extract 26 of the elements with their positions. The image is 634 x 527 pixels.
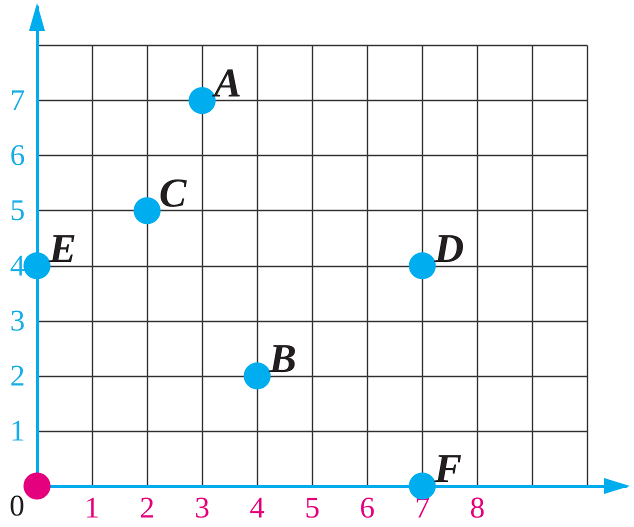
annotation: B xyxy=(268,334,297,381)
point xyxy=(134,197,161,224)
y-tick-label: 2 xyxy=(10,359,25,392)
y-tick-label: 7 xyxy=(10,84,25,118)
annotation: D xyxy=(433,224,464,271)
y-tick-label: 6 xyxy=(10,139,25,172)
annotation: E xyxy=(48,224,76,271)
y-tick-label: 5 xyxy=(10,194,25,228)
x-tick-label: 3 xyxy=(194,492,210,524)
annotation: A xyxy=(211,60,242,106)
point xyxy=(24,252,50,280)
point xyxy=(24,472,50,500)
x-tick-label: 6 xyxy=(360,492,375,524)
point xyxy=(408,472,436,500)
x-tick-label: 1 xyxy=(84,492,100,524)
x-tick-label: 8 xyxy=(470,492,485,524)
x-tick-label: 4 xyxy=(250,492,265,524)
annotation: C xyxy=(159,170,188,216)
y-tick-label: 1 xyxy=(10,414,25,448)
annotation: F xyxy=(433,445,462,491)
x-tick-label: 2 xyxy=(140,492,155,524)
x-tick-label: 5 xyxy=(304,492,320,524)
point xyxy=(408,252,436,280)
y-tick-label: 4 xyxy=(10,249,25,282)
y-tick-label: 3 xyxy=(10,304,25,338)
text: 0 xyxy=(10,490,24,522)
